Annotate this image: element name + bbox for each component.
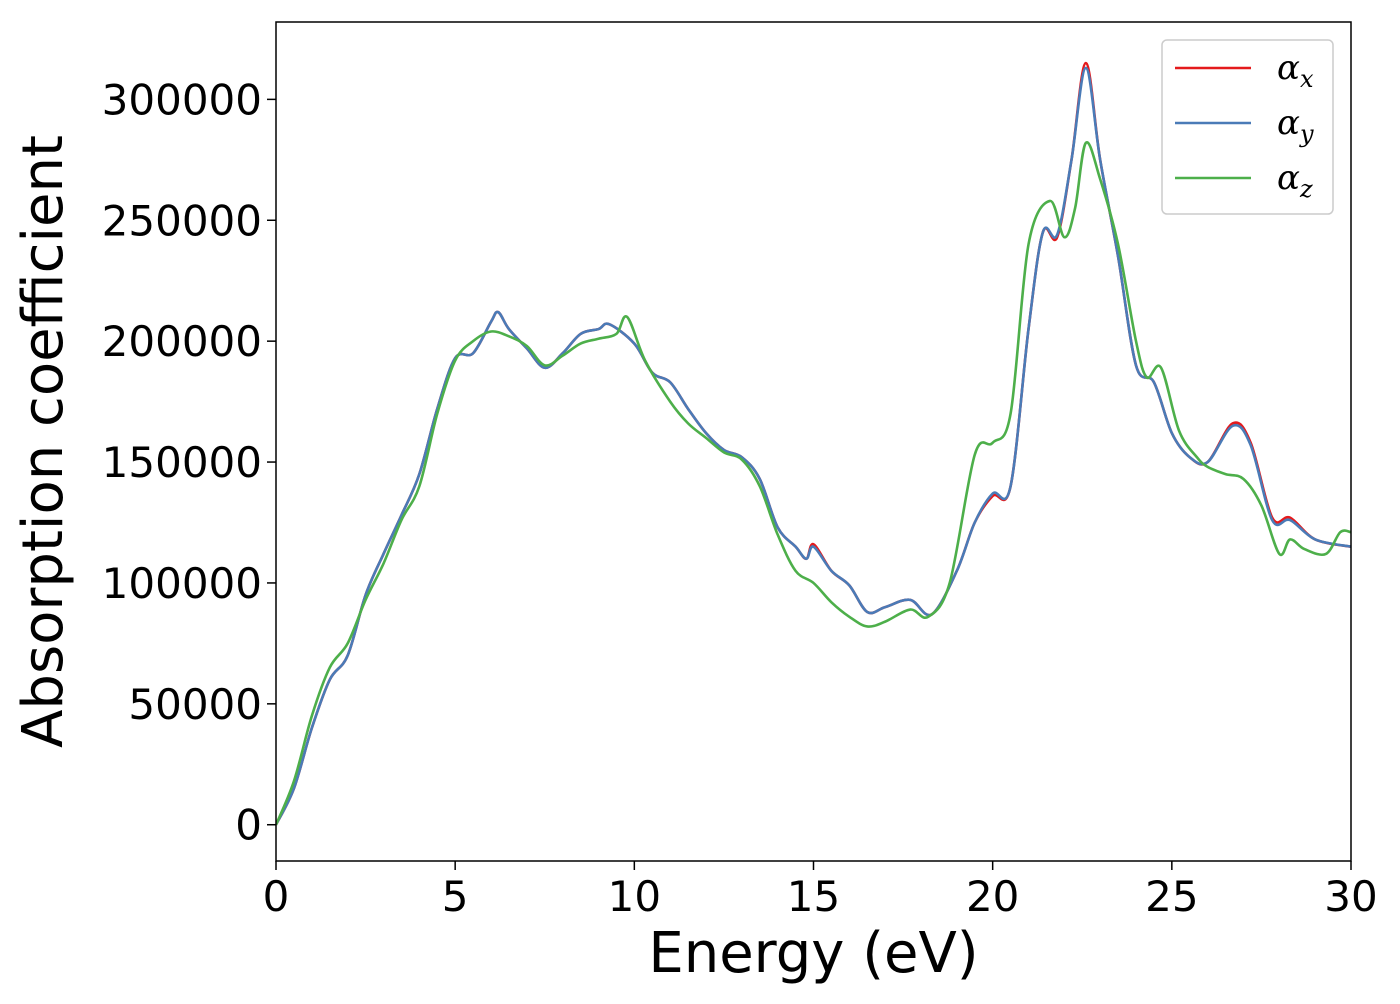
- x-tick-label: 10: [608, 872, 661, 921]
- x-axis-title: Energy (eV): [648, 921, 978, 986]
- x-axis: 0 5 10 15 20 25 30: [263, 861, 1378, 921]
- series-layer: [276, 61, 1351, 826]
- x-tick-label: 30: [1324, 872, 1377, 921]
- y-tick-label: 200000: [102, 317, 262, 366]
- x-tick-label: 5: [442, 872, 469, 921]
- legend-box: [1161, 39, 1334, 215]
- y-tick-label: 150000: [102, 438, 262, 487]
- y-tick-label: 300000: [102, 75, 262, 124]
- y-tick-label: 250000: [102, 196, 262, 245]
- series-line-z: [276, 141, 1351, 826]
- x-tick-label: 20: [966, 872, 1019, 921]
- y-tick-label: 50000: [128, 680, 262, 729]
- y-axis: 0 50000 100000 150000 200000 250000 300000: [102, 75, 276, 850]
- y-axis-title: Absorption coefficient: [11, 135, 76, 748]
- legend-label: αz: [1277, 158, 1313, 203]
- x-tick-label: 25: [1145, 872, 1198, 921]
- x-tick-label: 15: [787, 872, 840, 921]
- y-tick-label: 0: [235, 801, 262, 850]
- x-tick-label: 0: [263, 872, 290, 921]
- y-tick-label: 100000: [102, 559, 262, 608]
